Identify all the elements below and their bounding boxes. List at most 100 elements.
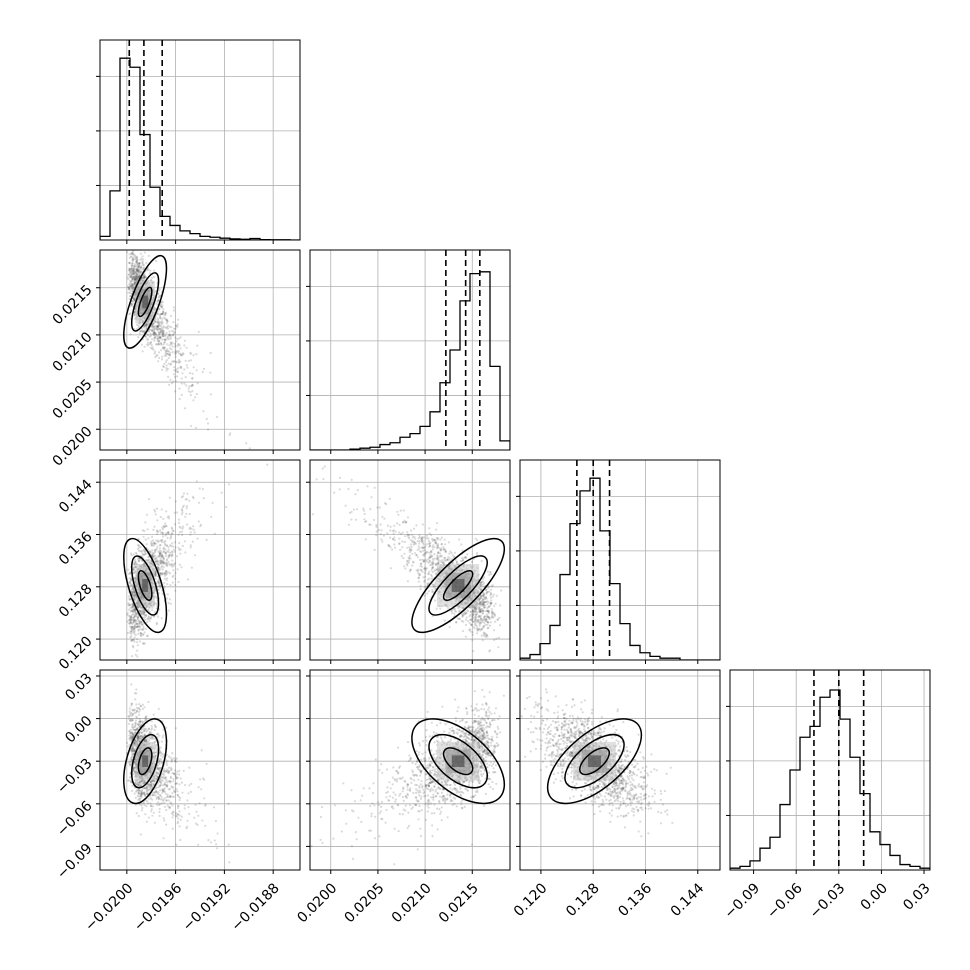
scatter-point — [128, 707, 132, 710]
scatter-point — [164, 339, 167, 342]
scatter-point — [145, 738, 148, 741]
scatter-point — [181, 527, 184, 530]
scatter-point — [171, 551, 174, 554]
scatter-point — [132, 277, 136, 280]
scatter-point — [216, 415, 219, 419]
scatter-point — [174, 336, 177, 339]
scatter-point — [129, 636, 132, 639]
scatter-point — [130, 591, 134, 594]
scatter-point — [130, 270, 133, 273]
scatter-point — [134, 561, 137, 564]
scatter-point — [180, 815, 183, 818]
scatter-point — [131, 288, 134, 291]
scatter-point — [129, 279, 132, 282]
scatter-point — [245, 442, 248, 445]
scatter-point — [481, 608, 484, 611]
scatter-point — [137, 736, 140, 739]
scatter-point — [155, 623, 158, 626]
scatter-point — [156, 733, 159, 736]
scatter-point — [162, 531, 165, 534]
scatter-point — [164, 572, 167, 575]
scatter-point — [181, 352, 184, 355]
scatter-point — [158, 585, 162, 588]
scatter-point — [173, 548, 176, 552]
scatter-point — [139, 610, 142, 613]
scatter-point — [166, 327, 170, 330]
scatter-point — [436, 544, 439, 547]
scatter-point — [143, 616, 146, 619]
scatter-point — [135, 265, 138, 268]
scatter-point — [157, 732, 160, 735]
scatter-point — [176, 345, 179, 348]
scatter-point — [152, 324, 155, 327]
scatter-point — [158, 288, 161, 291]
scatter-point — [156, 317, 160, 320]
scatter-point — [142, 627, 145, 631]
scatter-point — [140, 794, 143, 797]
scatter-point — [140, 736, 143, 739]
scatter-point — [169, 363, 172, 366]
scatter-point — [133, 278, 136, 281]
scatter-point — [156, 328, 159, 331]
scatter-point — [154, 350, 157, 353]
scatter-point — [142, 268, 145, 271]
scatter-point — [472, 620, 475, 623]
scatter-point — [158, 560, 161, 563]
scatter-point — [137, 266, 140, 269]
scatter-point — [134, 719, 138, 722]
scatter-point — [139, 794, 143, 797]
scatter-point — [209, 371, 212, 374]
scatter-point — [158, 549, 161, 552]
scatter-point — [460, 613, 464, 616]
scatter-point — [136, 723, 140, 727]
scatter-point — [150, 781, 153, 785]
scatter-point — [168, 806, 172, 809]
scatter-point — [163, 783, 166, 786]
scatter-point — [150, 542, 153, 545]
scatter-point — [133, 629, 136, 632]
scatter-point — [155, 754, 158, 758]
scatter-point — [142, 266, 146, 269]
scatter-point — [135, 276, 138, 279]
scatter-point — [135, 260, 138, 263]
scatter-point — [143, 329, 146, 333]
scatter-point — [143, 740, 146, 743]
scatter-point — [135, 625, 138, 628]
scatter-point — [133, 609, 137, 612]
scatter-point — [133, 270, 136, 273]
scatter-point — [159, 515, 162, 519]
scatter-point — [131, 270, 134, 273]
scatter-point — [170, 343, 173, 346]
scatter-point — [127, 286, 130, 289]
scatter-point — [138, 784, 141, 787]
scatter-point — [128, 736, 131, 740]
scatter-point — [131, 284, 134, 287]
scatter-point — [134, 278, 137, 281]
scatter-point — [154, 751, 158, 754]
scatter-point — [137, 732, 141, 735]
scatter-point — [161, 312, 165, 315]
scatter-point — [155, 790, 158, 793]
scatter-point — [207, 428, 210, 431]
scatter-point — [178, 563, 182, 566]
scatter-point — [168, 344, 171, 347]
scatter-point — [137, 625, 140, 628]
scatter-point — [165, 761, 168, 765]
scatter-point — [177, 805, 180, 808]
scatter-point — [145, 805, 148, 808]
scatter-point — [157, 581, 160, 584]
scatter-point — [403, 519, 406, 522]
scatter-point — [127, 568, 130, 571]
scatter-point — [128, 730, 131, 733]
scatter-point — [321, 931, 323, 933]
scatter-point — [131, 626, 134, 629]
scatter-point — [157, 796, 160, 799]
scatter-point — [165, 784, 168, 788]
scatter-point — [129, 294, 132, 298]
scatter-point — [133, 258, 137, 261]
scatter-point — [155, 507, 159, 510]
scatter-point — [133, 615, 137, 618]
scatter-point — [133, 613, 136, 617]
scatter-point — [192, 354, 195, 357]
scatter-point — [140, 792, 143, 796]
